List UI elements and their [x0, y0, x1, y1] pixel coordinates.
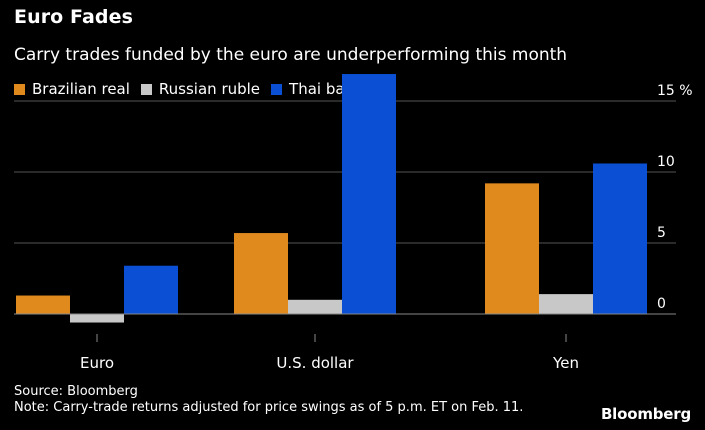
source-note: Source: Bloomberg [14, 384, 138, 399]
bloomberg-logo: Bloomberg [600, 405, 691, 423]
y-tick-label-15: 15 % [657, 83, 693, 99]
bar-thai-baht-euro [124, 265, 178, 314]
bar-russian-ruble-u-s-dollar [288, 299, 342, 314]
bar-brazilian-real-u-s-dollar [234, 233, 288, 314]
bar-brazilian-real-yen [485, 183, 539, 314]
bar-thai-baht-u-s-dollar [342, 74, 396, 315]
x-tick-label-u-s-dollar: U.S. dollar [276, 354, 354, 372]
bar-russian-ruble-euro [70, 314, 124, 323]
y-tick-label-5: 5 [657, 225, 666, 241]
legend-label-russian-ruble: Russian ruble [158, 80, 261, 98]
chart-title: Euro Fades [14, 6, 134, 28]
legend-swatch-russian-ruble [140, 83, 152, 95]
chart-subtitle: Carry trades funded by the euro are unde… [14, 45, 568, 65]
bar-thai-baht-yen [593, 163, 647, 314]
y-tick-label-0: 0 [657, 296, 666, 312]
bar-russian-ruble-yen [539, 294, 593, 314]
bar-brazilian-real-euro [16, 295, 70, 314]
legend-swatch-thai-baht [271, 83, 283, 95]
footer: Source: Bloomberg Note: Carry-trade retu… [14, 384, 523, 416]
methodology-note: Note: Carry-trade returns adjusted for p… [14, 400, 524, 415]
legend-item-russian-ruble: Russian ruble [140, 80, 261, 98]
x-tick-label-yen: Yen [552, 354, 579, 372]
legend-swatch-brazilian-real [14, 83, 25, 95]
legend-item-brazilian-real: Brazilian real [14, 80, 130, 98]
legend-label-brazilian-real: Brazilian real [32, 80, 130, 98]
y-tick-label-10: 10 [657, 154, 675, 170]
x-tick-label-euro: Euro [80, 354, 114, 372]
